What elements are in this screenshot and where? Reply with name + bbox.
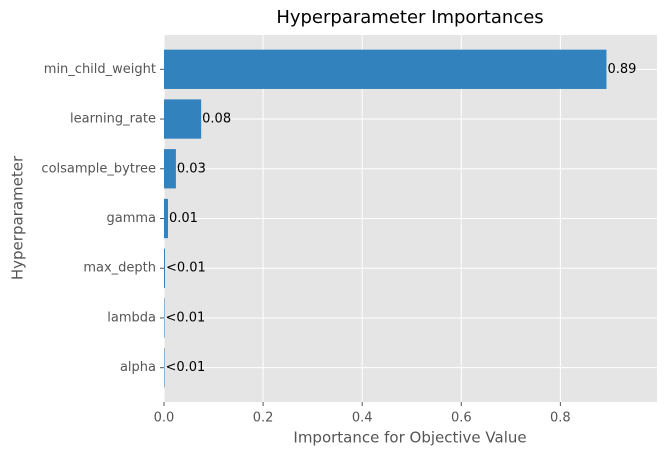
bar	[164, 49, 607, 89]
bar	[164, 198, 168, 239]
bar	[164, 149, 176, 189]
y-tick-label: learning_rate	[70, 112, 156, 127]
value-label: <0.01	[165, 310, 205, 325]
value-label: <0.01	[166, 261, 206, 276]
y-tick-label: max_depth	[83, 261, 156, 276]
x-tick-label: 0.0	[154, 411, 175, 426]
value-label: 0.03	[177, 161, 206, 176]
bar	[164, 99, 202, 139]
x-tick-label: 0.4	[352, 411, 373, 426]
x-axis-label: Importance for Objective Value	[293, 429, 526, 447]
y-tick-label: gamma	[106, 211, 156, 226]
chart-title: Hyperparameter Importances	[276, 7, 543, 28]
value-label: 0.08	[202, 112, 231, 127]
bar	[164, 248, 165, 288]
value-label: 0.01	[169, 211, 198, 226]
value-label: 0.89	[607, 62, 636, 77]
x-tick-label: 0.2	[253, 411, 274, 426]
y-tick-label: lambda	[107, 310, 156, 325]
value-label: <0.01	[165, 360, 205, 375]
y-tick-label: alpha	[120, 360, 156, 375]
y-tick-label: colsample_bytree	[41, 161, 156, 176]
x-tick-label: 0.8	[550, 411, 571, 426]
x-tick-label: 0.6	[451, 411, 472, 426]
y-tick-label: min_child_weight	[44, 62, 156, 77]
y-axis-label: Hyperparameter	[9, 155, 27, 280]
